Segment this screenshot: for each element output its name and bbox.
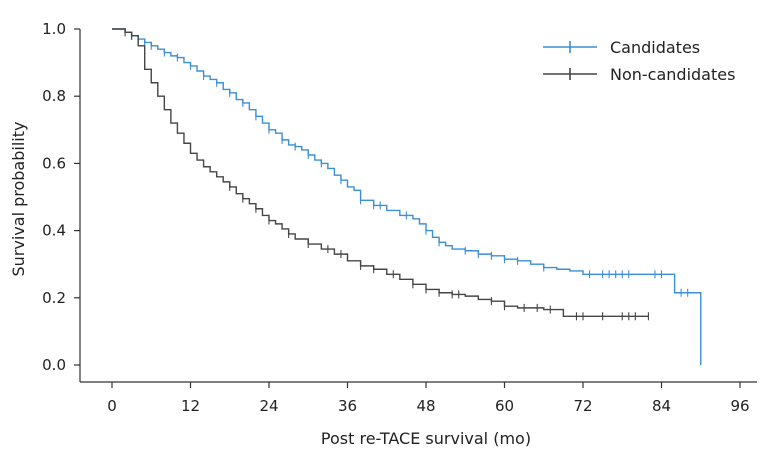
x-tick-label: 36 xyxy=(338,397,357,415)
legend-label-candidates: Candidates xyxy=(610,38,700,57)
y-tick-label: 0.6 xyxy=(42,154,66,172)
y-tick-label: 0.0 xyxy=(42,356,66,374)
legend-label-non-candidates: Non-candidates xyxy=(610,65,735,84)
series-line-non-candidates xyxy=(112,28,649,317)
y-tick-label: 0.8 xyxy=(42,87,66,105)
x-tick-label: 0 xyxy=(107,397,117,415)
series-layer xyxy=(112,28,702,365)
y-axis-title: Survival probability xyxy=(9,122,28,277)
x-tick-label: 24 xyxy=(259,397,278,415)
x-tick-label: 84 xyxy=(652,397,671,415)
y-tick-label: 1.0 xyxy=(42,20,66,38)
x-tick-label: 60 xyxy=(495,397,514,415)
x-tick-label: 96 xyxy=(730,397,749,415)
x-tick-label: 48 xyxy=(416,397,435,415)
x-tick-label: 12 xyxy=(181,397,200,415)
y-tick-label: 0.4 xyxy=(42,222,66,240)
x-axis-title: Post re-TACE survival (mo) xyxy=(321,429,531,448)
y-tick-label: 0.2 xyxy=(42,289,66,307)
axes: 0.0 0.2 0.4 0.6 0.8 1.0 0 12 24 36 48 60 72 84 96 xyxy=(42,20,757,415)
x-tick-label: 72 xyxy=(573,397,592,415)
legend: Candidates Non-candidates xyxy=(543,38,735,84)
